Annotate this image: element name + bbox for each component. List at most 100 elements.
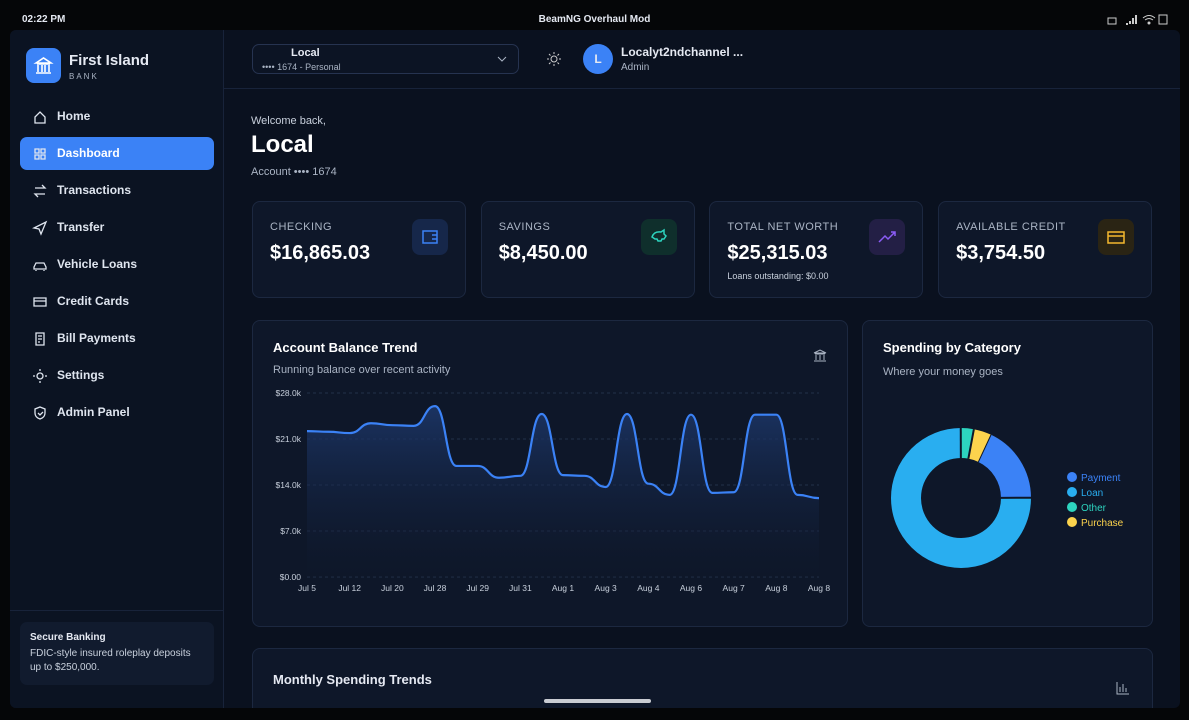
stat-card: CHECKING $16,865.03 — [252, 201, 466, 298]
bank-icon — [813, 349, 827, 362]
donut-slice — [977, 434, 1031, 499]
y-tick-label: $28.0k — [275, 388, 301, 398]
nav-item[interactable]: Credit Cards — [20, 285, 214, 318]
sidebar-divider — [10, 610, 224, 611]
monthly-title: Monthly Spending Trends — [273, 672, 432, 687]
nav-icon — [33, 262, 47, 271]
nav-item[interactable]: Dashboard — [20, 137, 214, 170]
icon — [650, 228, 667, 242]
welcome-account: Account •••• 1674 — [251, 166, 337, 178]
account-detail: •••• 1674 - Personal — [262, 62, 341, 72]
y-tick-label: $7.0k — [280, 526, 302, 536]
x-tick-label: Aug 3 — [595, 583, 617, 593]
legend-label: Other — [1081, 503, 1107, 514]
y-tick-label: $21.0k — [275, 434, 301, 444]
greeting: Welcome back, — [251, 115, 326, 127]
icon-path — [878, 231, 897, 243]
y-tick-label: $14.0k — [275, 480, 301, 490]
icon — [34, 111, 46, 124]
avatar[interactable]: L — [583, 44, 613, 74]
spending-chart: Spending by Category Where your money go… — [883, 340, 1124, 568]
user-name: Localyt2ndchannel ... — [621, 45, 744, 59]
icon — [34, 406, 46, 420]
bezel-bottom — [0, 708, 1189, 720]
stat-value: $25,315.03 — [727, 242, 828, 264]
nav-icon — [33, 369, 47, 383]
footer-card: Secure Banking FDIC-style insured rolepl… — [20, 622, 214, 685]
y-tick-label: $0.00 — [280, 572, 302, 582]
icon — [422, 230, 438, 244]
stat-card: SAVINGS $8,450.00 — [480, 201, 695, 298]
icon — [33, 262, 47, 271]
x-tick-label: Aug 8 — [808, 583, 830, 593]
slice-gap — [967, 429, 975, 459]
donut-slice — [967, 429, 991, 462]
nav-item[interactable]: Settings — [20, 359, 214, 392]
stat-icon — [640, 219, 677, 255]
icon — [878, 231, 897, 243]
status-title: BeamNG Overhaul Mod — [538, 14, 651, 25]
brand-sub: BANK — [69, 72, 99, 81]
chart-title: Account Balance Trend — [273, 340, 418, 355]
monthly-card: Monthly Spending Trends — [252, 648, 1153, 718]
icon — [32, 220, 48, 236]
legend-swatch — [1067, 487, 1077, 497]
nav-item[interactable]: Bill Payments — [20, 322, 214, 355]
brand-name: First Island — [69, 52, 150, 69]
stat-icon — [1098, 219, 1135, 255]
nav-label: Transactions — [57, 183, 132, 197]
stat-value: $8,450.00 — [498, 242, 588, 264]
nav-item[interactable]: Home — [20, 100, 214, 133]
icon — [33, 184, 47, 198]
nav-label: Transfer — [57, 220, 105, 234]
brand-logo — [26, 48, 61, 83]
icon-path — [650, 228, 667, 242]
nav-icon — [32, 220, 48, 236]
user-role: Admin — [621, 62, 650, 73]
legend-swatch — [1067, 517, 1077, 527]
legend-label: Loan — [1081, 488, 1103, 499]
icon — [35, 332, 45, 346]
nav-label: Vehicle Loans — [57, 257, 138, 271]
stat-icon — [869, 219, 906, 255]
nav-item[interactable]: Transactions — [20, 174, 214, 207]
legend-swatch — [1067, 502, 1077, 512]
stat-value: $3,754.50 — [956, 242, 1046, 264]
icon-path — [422, 230, 438, 244]
header-divider — [224, 88, 1180, 89]
x-tick-label: Jul 12 — [338, 583, 361, 593]
account-name: Local — [291, 47, 320, 59]
status-icons — [1107, 14, 1168, 25]
icon — [34, 148, 46, 160]
legend-swatch — [1067, 472, 1077, 482]
nav-item[interactable]: Admin Panel — [20, 396, 214, 429]
legend-label: Payment — [1081, 473, 1121, 484]
balance-chart: Account Balance Trend Running balance ov… — [273, 340, 830, 593]
chart-subtitle: Running balance over recent activity — [273, 364, 451, 376]
x-tick-label: Jul 29 — [466, 583, 489, 593]
stat-label: SAVINGS — [498, 221, 551, 233]
nav-label: Admin Panel — [57, 405, 130, 419]
stat-label: TOTAL NET WORTH — [727, 221, 839, 233]
stat-note: Loans outstanding: $0.00 — [727, 271, 829, 281]
balance-card: Account Balance Trend Running balance ov… — [252, 320, 848, 627]
nav-item[interactable]: Transfer — [20, 211, 214, 244]
account-select[interactable]: Local •••• 1674 - Personal — [252, 44, 519, 74]
icon — [1107, 231, 1125, 244]
donut-slice — [891, 428, 1032, 568]
x-tick-label: Jul 28 — [424, 583, 447, 593]
nav-item[interactable]: Vehicle Loans — [20, 248, 214, 281]
x-tick-label: Aug 8 — [765, 583, 787, 593]
spending-card: Spending by Category Where your money go… — [862, 320, 1153, 627]
stat-icon — [412, 219, 448, 255]
donut-slice — [960, 428, 974, 459]
theme-toggle[interactable] — [546, 51, 562, 67]
stat-label: CHECKING — [270, 221, 333, 233]
stat-card: TOTAL NET WORTH $25,315.03 Loans outstandi… — [709, 201, 924, 298]
x-tick-label: Jul 31 — [509, 583, 532, 593]
nav-label: Bill Payments — [57, 331, 136, 345]
nav-label: Dashboard — [57, 146, 120, 160]
x-tick-label: Aug 6 — [680, 583, 702, 593]
footer-text: FDIC-style insured roleplay deposits up … — [30, 648, 191, 673]
